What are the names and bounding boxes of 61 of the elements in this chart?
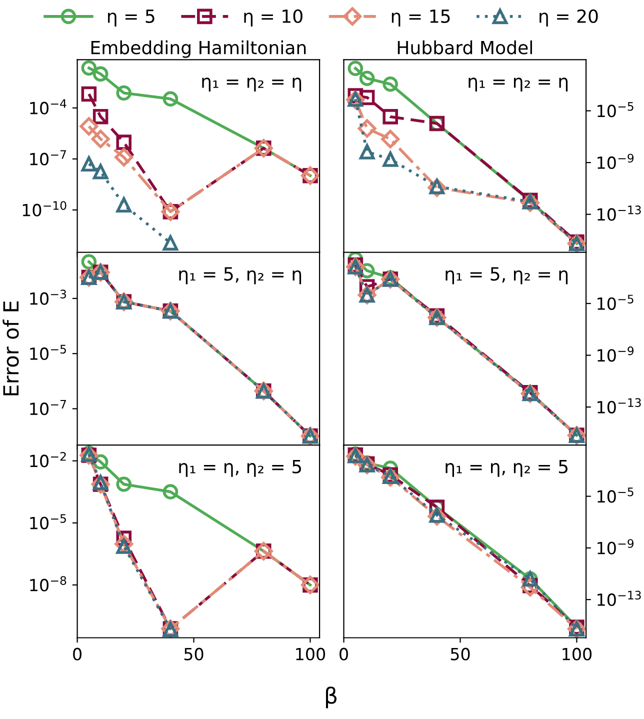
point bbox=[91, 130, 110, 148]
y-tick-label: 10$^{−10}$ bbox=[22, 201, 66, 216]
x-tick-label: 50 bbox=[450, 648, 470, 660]
x-tick-label: 0 bbox=[73, 648, 82, 660]
point bbox=[81, 60, 97, 76]
point bbox=[382, 109, 398, 124]
point bbox=[92, 108, 108, 124]
x-tick-label: 0 bbox=[340, 648, 348, 660]
y-tick-label: 10$^{−9}$ bbox=[598, 346, 634, 362]
x-tick-label: 100 bbox=[296, 648, 326, 660]
point bbox=[81, 156, 97, 172]
y-tick-label: 10$^{−13}$ bbox=[598, 398, 641, 414]
chart-title: Embedding Hamiltonian bbox=[91, 40, 306, 58]
x-axis-title: β bbox=[326, 686, 337, 708]
y-tick-label: 10$^{−5}$ bbox=[598, 294, 634, 310]
point bbox=[162, 484, 178, 500]
point bbox=[116, 476, 132, 492]
legend-label: η = 5 bbox=[108, 10, 154, 26]
y-tick-label: 10$^{−3}$ bbox=[30, 290, 66, 305]
point bbox=[92, 164, 108, 180]
point bbox=[162, 235, 178, 251]
y-tick-label: 10$^{−4}$ bbox=[30, 99, 66, 114]
chart-title: Hubbard Model bbox=[398, 40, 532, 54]
point bbox=[382, 76, 398, 92]
annotation: η₁ = 5, η₂ = η bbox=[179, 267, 302, 284]
point bbox=[80, 117, 98, 136]
point bbox=[359, 144, 375, 160]
y-tick-label: 10$^{−9}$ bbox=[598, 154, 634, 169]
point bbox=[92, 66, 108, 82]
point bbox=[162, 91, 178, 107]
y-tick-label: 10$^{−5}$ bbox=[30, 514, 66, 530]
point bbox=[114, 148, 134, 166]
point bbox=[116, 134, 132, 150]
y-tick-label: 10$^{−5}$ bbox=[598, 488, 634, 503]
y-tick-label: 10$^{−7}$ bbox=[30, 400, 66, 416]
y-axis-title: Error of E bbox=[2, 301, 19, 396]
annotation: η₁ = η₂ = η bbox=[202, 78, 302, 92]
annotation: η₁ = 5, η₂ = η bbox=[446, 267, 568, 284]
y-tick-label: 10$^{−8}$ bbox=[30, 576, 66, 592]
y-tick-label: 10$^{−7}$ bbox=[30, 150, 66, 166]
point bbox=[116, 85, 132, 101]
legend-label: η = 10 bbox=[244, 9, 302, 26]
legend-label: η = 15 bbox=[392, 10, 450, 26]
y-tick-label: 10$^{−13}$ bbox=[598, 590, 641, 606]
point bbox=[348, 60, 364, 76]
point bbox=[116, 197, 132, 212]
x-tick-label: 100 bbox=[562, 648, 592, 660]
point bbox=[359, 70, 375, 86]
legend-label: η = 20 bbox=[540, 9, 598, 26]
point bbox=[81, 86, 97, 102]
annotation: η₁ = η, η₂ = 5 bbox=[446, 460, 568, 477]
y-tick-label: 10$^{−5}$ bbox=[598, 102, 634, 118]
y-tick-label: 10$^{−13}$ bbox=[598, 205, 641, 221]
point bbox=[382, 152, 398, 167]
annotation: η₁ = η, η₂ = 5 bbox=[179, 460, 302, 477]
y-tick-label: 10$^{−9}$ bbox=[598, 539, 634, 554]
point bbox=[381, 130, 400, 148]
x-tick-label: 50 bbox=[184, 648, 204, 660]
annotation: η₁ = η₂ = η bbox=[468, 78, 568, 92]
y-tick-label: 10$^{−2}$ bbox=[30, 452, 66, 468]
y-tick-label: 10$^{−5}$ bbox=[30, 344, 66, 360]
